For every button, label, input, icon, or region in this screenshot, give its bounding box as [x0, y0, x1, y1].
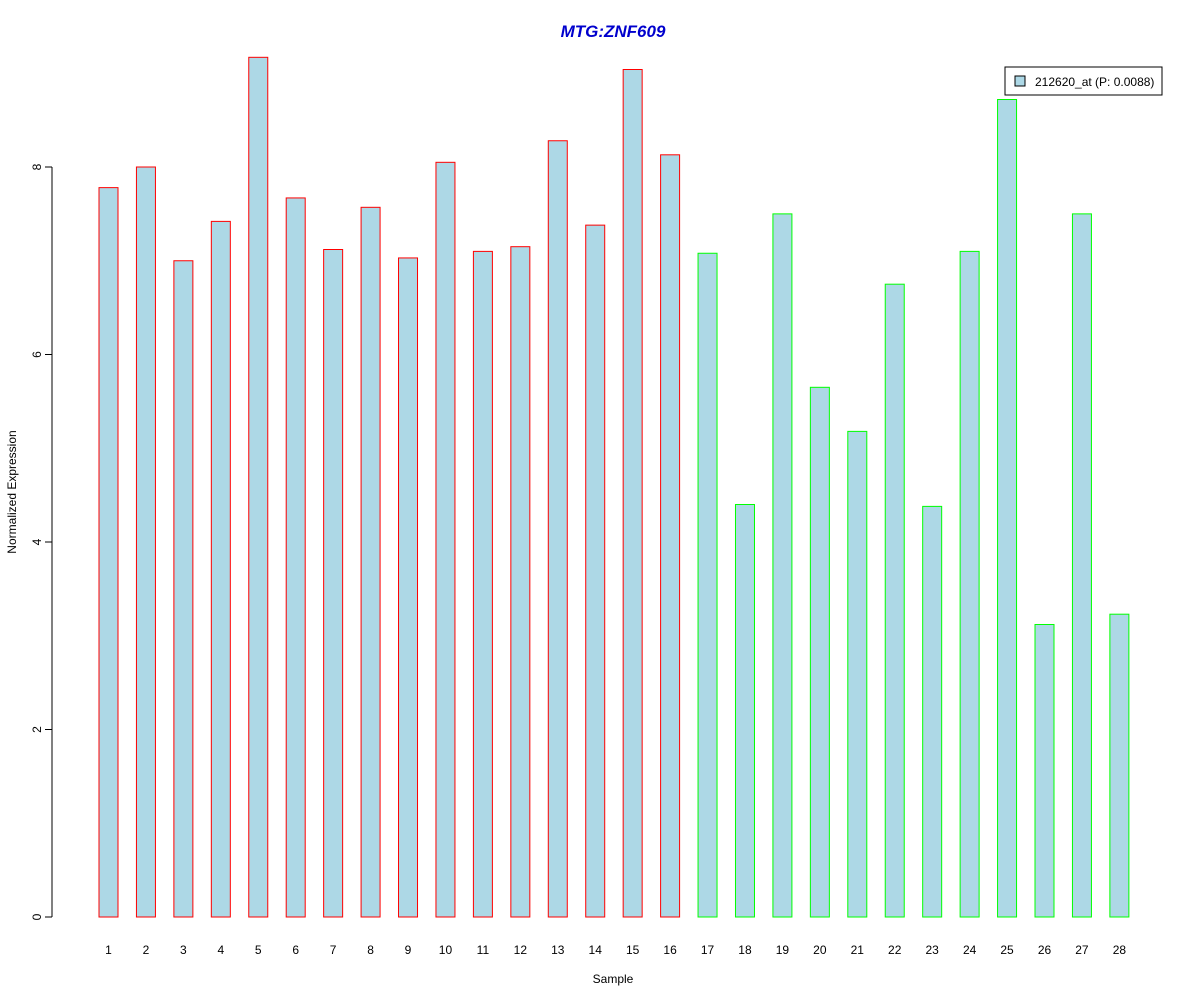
bar-sample-23: [922, 505, 943, 918]
x-tick-label: 3: [180, 943, 187, 957]
y-tick-label: 2: [30, 726, 44, 733]
bars-group: [98, 56, 1130, 918]
y-axis: 0 2 4 6 8: [30, 163, 53, 920]
x-tick-label: 7: [330, 943, 337, 957]
bar-sample-22: [884, 283, 905, 918]
bar-sample-20: [809, 386, 830, 918]
x-tick-label: 28: [1113, 943, 1127, 957]
bar-sample-16: [660, 154, 681, 918]
legend-swatch: [1014, 75, 1026, 87]
x-tick-label: 18: [738, 943, 752, 957]
x-tick-label: 2: [143, 943, 150, 957]
bar-sample-2: [135, 166, 156, 918]
x-tick-label: 27: [1075, 943, 1089, 957]
x-tick-label: 14: [589, 943, 603, 957]
x-tick-label: 25: [1000, 943, 1014, 957]
bar-sample-11: [472, 250, 493, 918]
bar-sample-10: [435, 161, 456, 918]
x-tick-label: 1: [105, 943, 112, 957]
x-tick-label: 8: [367, 943, 374, 957]
x-tick-label: 21: [851, 943, 865, 957]
x-tick-label: 20: [813, 943, 827, 957]
x-tick-label: 11: [477, 943, 490, 957]
x-tick-label: 12: [514, 943, 528, 957]
bar-sample-17: [697, 252, 718, 918]
x-tick-label: 26: [1038, 943, 1052, 957]
x-tick-label: 10: [439, 943, 453, 957]
x-tick-label: 24: [963, 943, 977, 957]
x-tick-label: 22: [888, 943, 902, 957]
y-tick-label: 4: [30, 538, 44, 545]
x-tick-label: 5: [255, 943, 262, 957]
bar-sample-25: [997, 99, 1018, 918]
bar-sample-14: [585, 224, 606, 918]
x-tick-label: 4: [217, 943, 224, 957]
bar-sample-28: [1109, 613, 1130, 918]
bar-sample-12: [510, 246, 531, 918]
bar-sample-1: [98, 187, 119, 918]
bar-sample-15: [622, 69, 643, 918]
bar-sample-6: [285, 197, 306, 918]
bar-sample-24: [959, 250, 980, 918]
bar-sample-8: [360, 206, 381, 918]
bar-sample-18: [734, 504, 755, 918]
y-tick-label: 8: [30, 163, 44, 170]
legend-box: [1004, 66, 1163, 96]
x-tick-label: 17: [701, 943, 715, 957]
bar-sample-7: [323, 249, 344, 918]
x-tick-label: 15: [626, 943, 640, 957]
legend: 212620_at (P: 0.0088): [1004, 66, 1163, 96]
bar-sample-21: [847, 430, 868, 918]
y-tick-label: 6: [30, 351, 44, 358]
x-tick-label: 23: [926, 943, 940, 957]
bar-sample-19: [772, 213, 793, 918]
legend-entry: 212620_at (P: 0.0088): [1035, 75, 1154, 89]
bar-sample-13: [547, 140, 568, 918]
x-axis-label: Sample: [593, 972, 634, 986]
bar-sample-3: [173, 260, 194, 918]
bar-sample-4: [210, 220, 231, 918]
y-tick-label: 0: [30, 913, 44, 920]
x-tick-label: 6: [292, 943, 299, 957]
x-tick-labels: 1 2 3 4 5 6 7 8 9 10 11 12 13 14 15 16 17 18 19 20 21 22 23 24 2…: [105, 943, 1126, 957]
y-axis-label: Normalized Expression: [5, 430, 19, 553]
x-tick-label: 13: [551, 943, 565, 957]
bar-sample-26: [1034, 624, 1055, 918]
bar-sample-9: [398, 257, 419, 918]
x-tick-label: 16: [663, 943, 677, 957]
x-tick-label: 9: [405, 943, 412, 957]
bar-sample-5: [248, 56, 269, 918]
chart-title: MTG:ZNF609: [561, 22, 666, 41]
bar-sample-27: [1071, 213, 1092, 918]
x-tick-label: 19: [776, 943, 790, 957]
